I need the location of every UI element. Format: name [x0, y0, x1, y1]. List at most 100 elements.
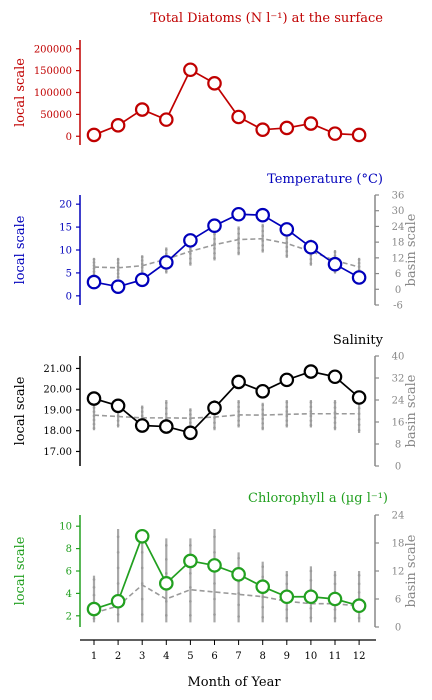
- panel-title: Chlorophyll a (µg l⁻¹): [248, 491, 388, 506]
- x-tick-label: 9: [284, 651, 290, 662]
- basin-sample-point: [357, 417, 361, 421]
- basin-sample-point: [165, 572, 168, 575]
- basin-sample-point: [261, 229, 265, 233]
- basin-sample-point: [165, 412, 168, 416]
- basin-sample-point: [140, 597, 144, 601]
- basin-sample-point: [237, 556, 240, 560]
- basin-sample-point: [92, 593, 96, 597]
- basin-sample-point: [309, 616, 313, 619]
- right-tick-label: 18: [392, 539, 405, 550]
- basin-sample-point: [116, 268, 120, 272]
- x-tick-label: 7: [235, 651, 241, 662]
- basin-sample-point: [237, 241, 240, 245]
- basin-sample-point: [237, 246, 240, 250]
- basin-sample-point: [261, 403, 265, 407]
- left-tick-label: 10: [59, 246, 72, 257]
- local-data-point: [207, 558, 222, 573]
- basin-sample-point: [333, 616, 337, 620]
- basin-sample-point: [237, 251, 240, 255]
- x-tick-label: 10: [305, 651, 318, 662]
- local-data-point: [255, 122, 270, 137]
- left-tick-label: 15: [59, 223, 72, 234]
- right-tick-label: 18: [392, 238, 405, 249]
- local-series-line: [93, 213, 360, 288]
- x-tick-label: 6: [211, 651, 217, 662]
- right-tick-label: 32: [392, 374, 405, 385]
- basin-sample-point: [189, 421, 192, 424]
- right-tick-label: -6: [393, 301, 403, 312]
- basin-sample-point: [261, 234, 265, 238]
- right-tick-label: 40: [392, 352, 405, 363]
- basin-sample-point: [333, 406, 337, 409]
- local-data-point: [183, 425, 198, 441]
- right-tick-label: 24: [392, 396, 405, 407]
- local-data-point: [110, 593, 126, 609]
- basin-sample-point: [261, 224, 265, 228]
- basin-sample-point: [165, 270, 168, 273]
- basin-sample-point: [309, 405, 313, 409]
- basin-sample-point: [116, 275, 120, 279]
- x-tick-label: 8: [260, 651, 266, 662]
- basin-sample-point: [116, 419, 120, 422]
- basin-sample-point: [140, 410, 144, 413]
- basin-sample-point: [261, 408, 265, 411]
- local-data-point: [255, 579, 270, 594]
- basin-sample-point: [309, 607, 313, 610]
- basin-sample-point: [285, 254, 289, 257]
- basin-sample-point: [237, 423, 240, 427]
- basin-sample-point: [309, 419, 313, 422]
- basin-sample-point: [237, 419, 240, 422]
- left-tick-label: 150000: [34, 66, 72, 77]
- local-data-point: [231, 109, 246, 125]
- local-data-point: [207, 400, 222, 416]
- left-axis-label: local scale: [13, 58, 28, 127]
- right-axis-label: basin scale: [404, 374, 419, 447]
- basin-sample-point: [140, 566, 144, 570]
- right-tick-label: 0: [395, 285, 401, 296]
- basin-mean-line: [93, 584, 360, 614]
- basin-sample-point: [165, 401, 168, 405]
- x-tick-label: 2: [115, 651, 121, 662]
- basin-sample-point: [285, 582, 289, 586]
- right-tick-label: 16: [392, 418, 405, 429]
- basin-sample-point: [189, 413, 192, 416]
- basin-sample-point: [285, 616, 289, 620]
- right-tick-label: 6: [395, 595, 401, 606]
- local-data-point: [279, 222, 295, 237]
- basin-sample-point: [237, 615, 240, 618]
- left-tick-label: 100000: [34, 88, 72, 99]
- right-axis-label: basin scale: [404, 213, 419, 286]
- local-data-point: [86, 274, 102, 290]
- basin-sample-point: [237, 591, 240, 595]
- basin-sample-point: [116, 272, 120, 275]
- basin-sample-point: [165, 406, 168, 410]
- basin-sample-point: [116, 582, 120, 585]
- local-data-point: [327, 369, 343, 385]
- basin-sample-point: [357, 616, 361, 620]
- basin-sample-point: [357, 406, 361, 410]
- basin-sample-point: [213, 251, 216, 255]
- basin-sample-point: [333, 582, 337, 586]
- basin-sample-point: [309, 257, 313, 261]
- basin-sample-point: [333, 416, 337, 419]
- basin-sample-point: [285, 236, 289, 240]
- x-tick-label: 3: [139, 651, 145, 662]
- left-tick-label: 4: [66, 589, 72, 600]
- basin-sample-point: [140, 582, 144, 585]
- right-tick-label: 36: [392, 191, 405, 202]
- left-tick-label: 6: [66, 567, 72, 578]
- basin-sample-point: [165, 544, 168, 547]
- local-data-point: [159, 112, 174, 127]
- local-data-point: [279, 120, 295, 136]
- basin-sample-point: [309, 423, 313, 427]
- basin-sample-point: [285, 245, 289, 249]
- basin-sample-point: [333, 426, 337, 430]
- left-axis-label: local scale: [13, 376, 28, 445]
- basin-sample-point: [333, 608, 337, 611]
- basin-sample-point: [357, 428, 361, 432]
- left-tick-label: 10: [59, 522, 72, 533]
- left-axis-label: local scale: [13, 536, 28, 605]
- local-series-line: [93, 68, 360, 136]
